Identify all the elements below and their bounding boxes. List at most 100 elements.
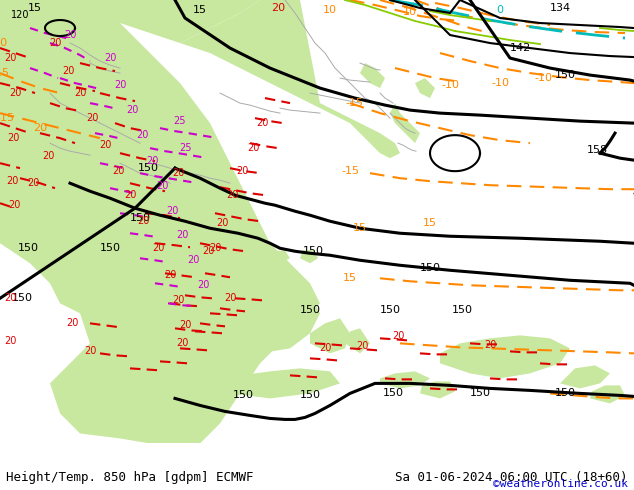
Text: 20: 20 [176, 230, 188, 240]
Text: 150: 150 [138, 163, 158, 173]
Polygon shape [415, 78, 435, 98]
Text: 142: 142 [509, 43, 531, 53]
Text: 20: 20 [247, 143, 259, 153]
Text: 20: 20 [179, 320, 191, 330]
Polygon shape [300, 250, 318, 263]
Text: 20: 20 [152, 243, 164, 253]
Text: 150: 150 [470, 389, 491, 398]
Text: 150: 150 [299, 305, 321, 315]
Text: 20: 20 [126, 105, 138, 115]
Text: 20: 20 [156, 181, 168, 191]
Text: 20: 20 [136, 130, 148, 140]
Text: 20: 20 [61, 66, 74, 76]
Polygon shape [0, 0, 320, 443]
Polygon shape [200, 278, 320, 353]
Text: 20: 20 [4, 336, 16, 346]
Text: 20: 20 [236, 166, 248, 176]
Text: -15: -15 [0, 68, 9, 78]
Polygon shape [310, 318, 350, 353]
Text: -10: -10 [441, 80, 459, 90]
Text: 25: 25 [179, 143, 191, 153]
Text: Height/Temp. 850 hPa [gdpm] ECMWF: Height/Temp. 850 hPa [gdpm] ECMWF [6, 471, 254, 484]
Text: 20: 20 [64, 30, 76, 40]
Text: 150: 150 [129, 213, 150, 223]
Polygon shape [380, 371, 430, 389]
Text: 20: 20 [226, 190, 238, 200]
Text: 150: 150 [451, 305, 472, 315]
Text: 20: 20 [172, 168, 184, 178]
Text: Sa 01-06-2024 06:00 UTC (18+60): Sa 01-06-2024 06:00 UTC (18+60) [395, 471, 628, 484]
Text: 150: 150 [382, 389, 403, 398]
Text: 15: 15 [353, 223, 367, 233]
Text: 10: 10 [403, 7, 417, 17]
Text: ©weatheronline.co.uk: ©weatheronline.co.uk [493, 479, 628, 489]
Polygon shape [345, 328, 370, 353]
Text: 20: 20 [49, 38, 61, 48]
Text: 20: 20 [484, 341, 496, 350]
Text: 20: 20 [176, 339, 188, 348]
Polygon shape [200, 215, 220, 233]
Text: 20: 20 [216, 218, 228, 228]
Polygon shape [205, 235, 225, 253]
Text: 150: 150 [11, 294, 32, 303]
Text: 20: 20 [166, 206, 178, 216]
Polygon shape [265, 275, 283, 288]
Text: 20: 20 [74, 88, 86, 98]
Text: 15: 15 [28, 3, 42, 13]
Text: 20: 20 [42, 151, 54, 161]
Text: 20: 20 [224, 294, 236, 303]
Text: 20: 20 [256, 118, 268, 128]
Text: 20: 20 [6, 176, 18, 186]
Polygon shape [210, 260, 230, 278]
Polygon shape [560, 366, 610, 389]
Polygon shape [215, 280, 235, 298]
Text: 20: 20 [197, 280, 209, 290]
Text: 25: 25 [174, 116, 186, 126]
Polygon shape [80, 0, 260, 43]
Text: -15: -15 [0, 113, 14, 123]
Text: 20: 20 [33, 123, 47, 133]
Text: 20: 20 [172, 295, 184, 305]
Text: 20: 20 [319, 343, 331, 353]
Text: 150: 150 [18, 243, 39, 253]
Polygon shape [420, 381, 455, 398]
Text: 20: 20 [7, 133, 19, 143]
Text: 150: 150 [299, 391, 321, 400]
Text: 20: 20 [124, 190, 136, 200]
Text: 150: 150 [100, 243, 120, 253]
Text: 20: 20 [8, 200, 20, 210]
Text: -15: -15 [345, 98, 363, 108]
Text: 158: 158 [586, 145, 607, 155]
Text: 20: 20 [84, 346, 96, 356]
Text: -10: -10 [491, 78, 509, 88]
Text: 20: 20 [99, 140, 111, 150]
Polygon shape [390, 103, 420, 143]
Text: 20: 20 [86, 113, 98, 123]
Text: 15: 15 [423, 218, 437, 228]
Text: 20: 20 [9, 88, 21, 98]
Text: 20: 20 [392, 331, 404, 342]
Text: -10: -10 [534, 73, 552, 83]
Text: 20: 20 [4, 294, 16, 303]
Text: 20: 20 [27, 178, 39, 188]
Text: 20: 20 [137, 216, 149, 226]
Text: 0: 0 [496, 5, 503, 15]
Text: 150: 150 [380, 305, 401, 315]
Text: 20: 20 [4, 53, 16, 63]
Text: 20: 20 [114, 80, 126, 90]
Text: 20: 20 [112, 166, 124, 176]
Text: 15: 15 [343, 273, 357, 283]
Text: 134: 134 [550, 3, 571, 13]
Text: 20: 20 [0, 38, 7, 48]
Text: 150: 150 [420, 263, 441, 273]
Text: 150: 150 [233, 391, 254, 400]
Polygon shape [590, 386, 625, 403]
Polygon shape [440, 335, 570, 378]
Text: 20: 20 [356, 342, 368, 351]
Text: 20: 20 [209, 243, 221, 253]
Text: 20: 20 [164, 270, 176, 280]
Polygon shape [270, 250, 290, 263]
Text: 120: 120 [11, 10, 29, 20]
Text: 20: 20 [146, 156, 158, 166]
Text: 150: 150 [555, 70, 576, 80]
